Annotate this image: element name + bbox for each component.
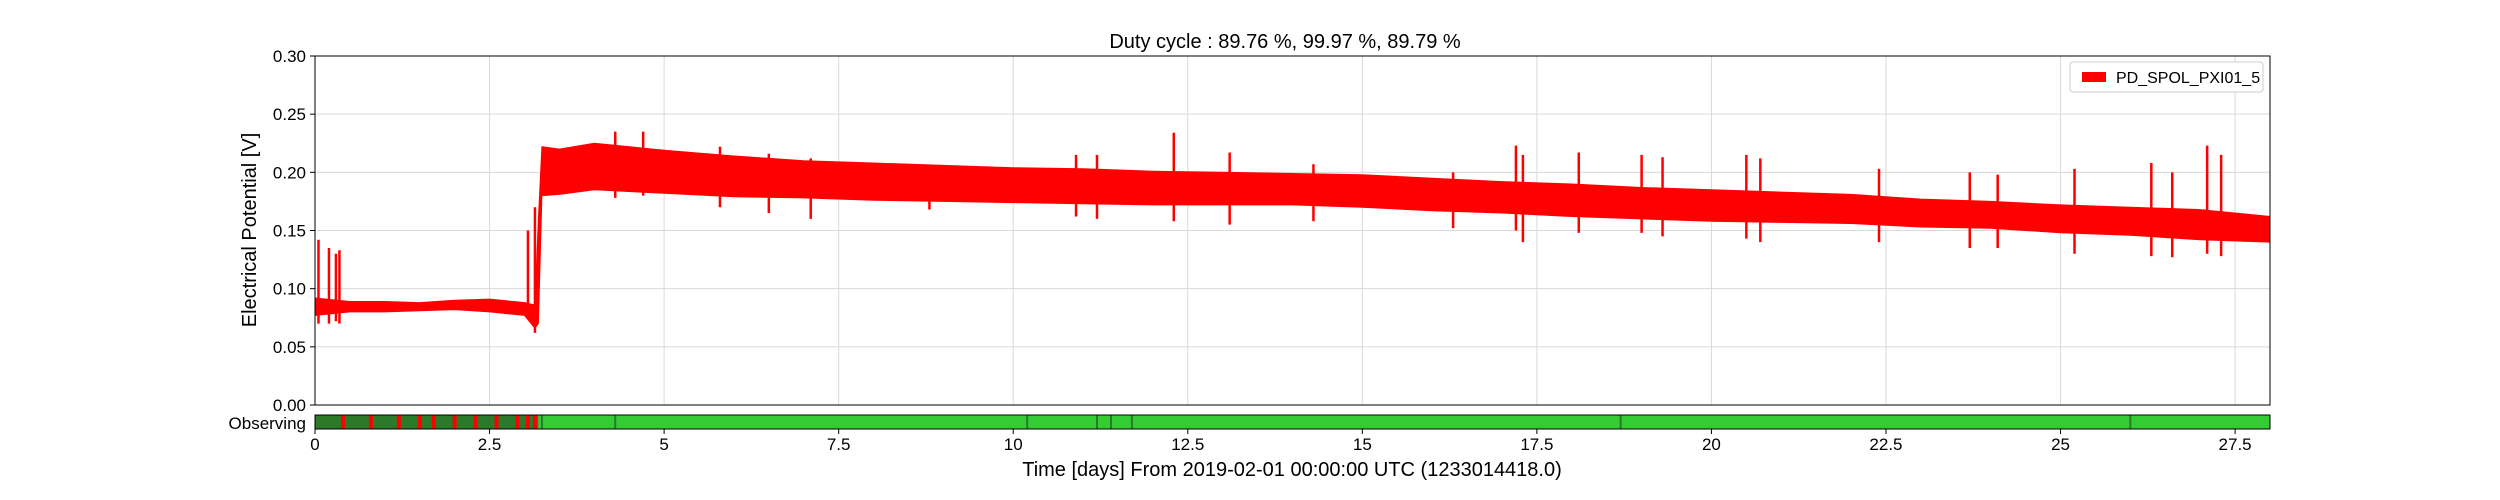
y-tick-label: 0.05 bbox=[273, 338, 306, 357]
x-tick-label: 10 bbox=[1004, 435, 1023, 454]
legend-swatch bbox=[2082, 72, 2106, 82]
x-tick-label: 27.5 bbox=[2219, 435, 2252, 454]
y-axis-label: Electrical Potential [V] bbox=[239, 133, 261, 328]
x-tick-label: 7.5 bbox=[827, 435, 851, 454]
legend-label: PD_SPOL_PXI01_5 bbox=[2116, 70, 2260, 87]
y-tick-label: 0.20 bbox=[273, 163, 306, 182]
state-gap bbox=[431, 415, 436, 429]
chart-title: Duty cycle : 89.76 %, 99.97 %, 89.79 % bbox=[1109, 31, 1461, 53]
y-tick-label: 0.15 bbox=[273, 222, 306, 241]
state-tick bbox=[1109, 415, 1112, 429]
legend-box bbox=[2069, 61, 2264, 93]
state-gap bbox=[515, 415, 520, 429]
state-bar-border bbox=[314, 414, 2271, 430]
state-segment bbox=[315, 415, 539, 429]
legend[interactable]: PD_SPOL_PXI01_5 bbox=[2069, 61, 2264, 93]
state-gap bbox=[494, 415, 499, 429]
state-segments bbox=[315, 415, 2270, 429]
state-segment bbox=[538, 415, 2270, 429]
x-tick-label: 0 bbox=[310, 435, 319, 454]
x-ticks: 0 2.5 5 7.5 10 12.5 15 17.5 20 22.5 25 27.5 bbox=[310, 429, 2252, 454]
y-tick-label: 0.10 bbox=[273, 280, 306, 299]
main-plot-area: 0.00 0.05 0.10 0.15 0.20 0.25 0.30 bbox=[273, 47, 2271, 415]
x-tick-label: 25 bbox=[2051, 435, 2070, 454]
state-gap bbox=[525, 415, 530, 429]
observing-state-bar: Observing bbox=[229, 414, 2271, 433]
state-tick bbox=[2129, 415, 2132, 429]
y-tick-label: 0.00 bbox=[273, 396, 306, 415]
x-tick-label: 2.5 bbox=[478, 435, 502, 454]
x-tick-label: 15 bbox=[1353, 435, 1372, 454]
state-tick bbox=[1619, 415, 1622, 429]
state-tick bbox=[1130, 415, 1133, 429]
state-tick bbox=[1026, 415, 1029, 429]
y-tick-label: 0.30 bbox=[273, 47, 306, 66]
state-tick bbox=[1096, 415, 1098, 429]
x-tick-label: 22.5 bbox=[1869, 435, 1902, 454]
state-gap bbox=[473, 415, 478, 429]
y-tick-label: 0.25 bbox=[273, 105, 306, 124]
state-gap bbox=[368, 415, 373, 429]
state-tick bbox=[540, 415, 543, 429]
y-ticks: 0.00 0.05 0.10 0.15 0.20 0.25 0.30 bbox=[273, 47, 315, 415]
state-bar-label: Observing bbox=[229, 414, 306, 433]
state-gap bbox=[340, 415, 345, 429]
state-gap bbox=[396, 415, 401, 429]
x-tick-label: 17.5 bbox=[1520, 435, 1553, 454]
x-axis-label: Time [days] From 2019-02-01 00:00:00 UTC… bbox=[1022, 459, 1562, 481]
x-tick-label: 20 bbox=[1702, 435, 1721, 454]
state-gap bbox=[452, 415, 457, 429]
x-tick-label: 5 bbox=[659, 435, 668, 454]
state-gap bbox=[532, 415, 537, 429]
state-tick bbox=[614, 415, 617, 429]
x-tick-label: 12.5 bbox=[1171, 435, 1204, 454]
state-gap bbox=[417, 415, 422, 429]
